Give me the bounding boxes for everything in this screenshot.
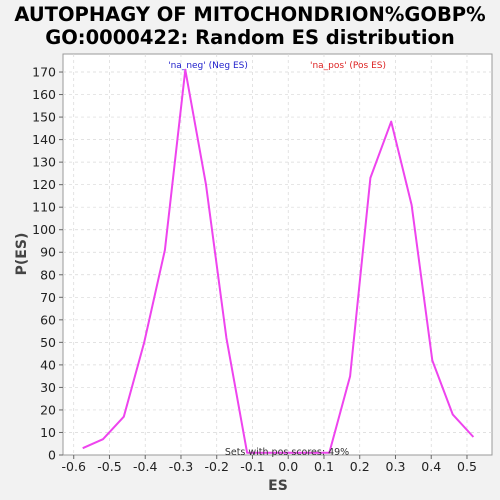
x-tick-label: 0.0 bbox=[278, 459, 298, 474]
tick-layer: 0 10 20 30 40 50 60 70 80 90 100 110 120 130 140 150 160… bbox=[32, 65, 477, 474]
y-tick-label: 10 bbox=[40, 425, 56, 440]
y-tick-label: 30 bbox=[40, 380, 56, 395]
x-tick-label: 0.4 bbox=[421, 459, 441, 474]
y-tick-label: 60 bbox=[40, 312, 56, 327]
y-tick-label: 20 bbox=[40, 402, 56, 417]
y-tick-label: 120 bbox=[32, 177, 56, 192]
legend-neg: 'na_neg' (Neg ES) bbox=[168, 61, 248, 71]
y-axis-label: P(ES) bbox=[14, 233, 30, 276]
y-tick-label: 0 bbox=[48, 448, 56, 463]
y-tick-label: 170 bbox=[32, 65, 56, 80]
x-tick-label: 0.1 bbox=[314, 459, 334, 474]
y-tick-label: 130 bbox=[32, 155, 56, 170]
x-tick-label: -0.3 bbox=[169, 459, 193, 474]
y-tick-label: 100 bbox=[32, 222, 56, 237]
y-tick-label: 90 bbox=[40, 245, 56, 260]
pos-scores-annotation: Sets with pos scores: 49% bbox=[225, 447, 349, 458]
series-layer bbox=[82, 68, 475, 454]
y-tick-label: 50 bbox=[40, 335, 56, 350]
chart-title-line2: GO:0000422: Random ES distribution bbox=[45, 26, 455, 49]
y-tick-label: 160 bbox=[32, 87, 56, 102]
x-tick-label: 0.2 bbox=[350, 459, 370, 474]
y-tick-label: 70 bbox=[40, 290, 56, 305]
y-tick-label: 140 bbox=[32, 132, 56, 147]
x-tick-label: -0.2 bbox=[205, 459, 229, 474]
grid-layer bbox=[63, 54, 492, 455]
y-tick-label: 110 bbox=[32, 200, 56, 215]
x-axis-label: ES bbox=[268, 478, 288, 494]
plot-area bbox=[62, 53, 493, 456]
legend-pos: 'na_pos' (Pos ES) bbox=[310, 61, 386, 71]
series-line bbox=[82, 68, 475, 454]
y-tick-label: 80 bbox=[40, 267, 56, 282]
x-tick-label: -0.5 bbox=[97, 459, 121, 474]
x-tick-label: 0.5 bbox=[457, 459, 477, 474]
y-tick-label: 150 bbox=[32, 110, 56, 125]
y-tick-label: 40 bbox=[40, 357, 56, 372]
x-tick-label: -0.4 bbox=[133, 459, 157, 474]
x-tick-label: 0.3 bbox=[386, 459, 406, 474]
x-tick-label: -0.6 bbox=[62, 459, 86, 474]
chart-title-line1: AUTOPHAGY OF MITOCHONDRION%GOBP% bbox=[14, 3, 485, 26]
x-tick-label: -0.1 bbox=[240, 459, 264, 474]
